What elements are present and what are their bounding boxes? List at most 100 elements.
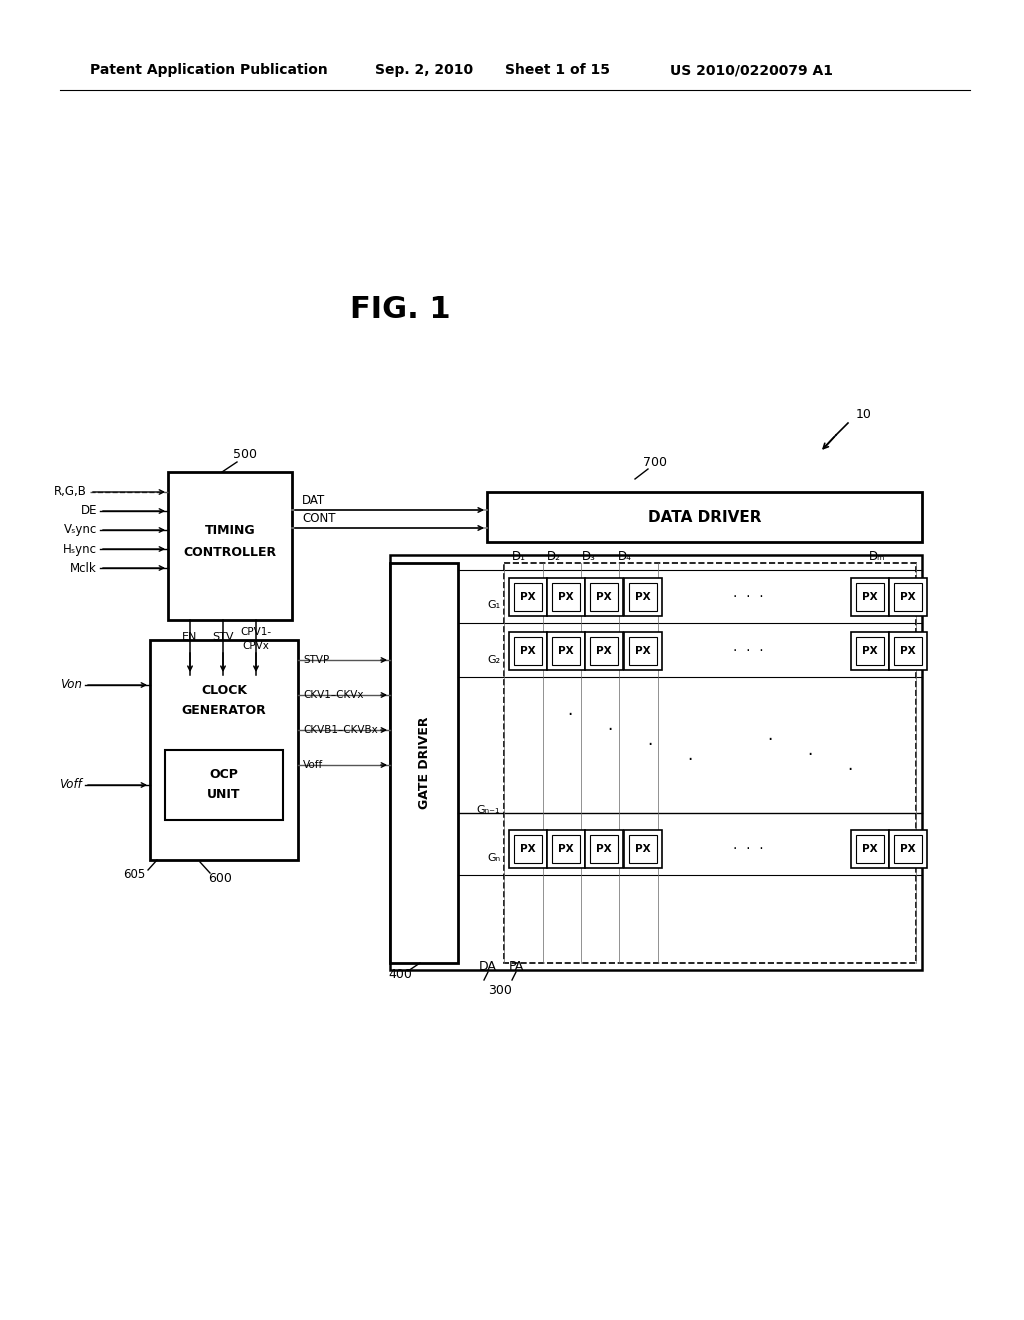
Bar — [514, 836, 542, 863]
Text: PX: PX — [900, 591, 915, 602]
Text: PX: PX — [635, 645, 651, 656]
Text: PX: PX — [558, 591, 573, 602]
Bar — [629, 836, 657, 863]
Text: PX: PX — [635, 591, 651, 602]
Bar — [889, 632, 927, 671]
Text: CPVx: CPVx — [243, 642, 269, 651]
Bar — [514, 583, 542, 611]
Bar — [851, 830, 889, 869]
Text: D₃: D₃ — [582, 549, 596, 562]
Text: · · ·: · · · — [721, 549, 739, 562]
Text: PX: PX — [520, 645, 536, 656]
Text: TIMING: TIMING — [205, 524, 255, 536]
Text: PX: PX — [596, 843, 611, 854]
Text: Hₛync: Hₛync — [63, 543, 97, 556]
Bar — [894, 583, 922, 611]
Bar — [509, 830, 547, 869]
Bar — [547, 578, 585, 616]
Text: DE: DE — [81, 504, 97, 517]
Bar — [552, 836, 580, 863]
Bar — [851, 632, 889, 671]
Bar — [590, 638, 618, 665]
Bar — [624, 632, 662, 671]
Text: Dₘ: Dₘ — [868, 549, 886, 562]
Text: Vₛync: Vₛync — [63, 524, 97, 536]
Text: 500: 500 — [233, 449, 257, 462]
Bar — [624, 578, 662, 616]
Text: D₄: D₄ — [618, 549, 632, 562]
Text: OCP: OCP — [210, 768, 239, 781]
Bar — [552, 583, 580, 611]
Text: Voff: Voff — [59, 779, 82, 792]
Text: Von: Von — [60, 678, 82, 692]
Text: STV: STV — [212, 632, 233, 642]
Text: CONT: CONT — [302, 511, 336, 524]
Text: PX: PX — [596, 645, 611, 656]
Text: DAT: DAT — [302, 494, 326, 507]
Text: CLOCK: CLOCK — [201, 684, 247, 697]
Text: FIG. 1: FIG. 1 — [349, 296, 451, 325]
Bar — [856, 638, 884, 665]
Bar — [624, 830, 662, 869]
Bar — [851, 578, 889, 616]
Bar — [585, 632, 623, 671]
Bar — [590, 583, 618, 611]
Bar — [509, 632, 547, 671]
Text: PX: PX — [596, 591, 611, 602]
Text: UNIT: UNIT — [207, 788, 241, 801]
Bar — [390, 564, 458, 964]
Text: STVP: STVP — [303, 655, 330, 665]
Bar — [487, 492, 922, 543]
Text: CKVB1–CKVBx: CKVB1–CKVBx — [303, 725, 378, 735]
Text: Sep. 2, 2010: Sep. 2, 2010 — [375, 63, 473, 77]
Text: ·: · — [807, 746, 813, 764]
Text: PA: PA — [508, 961, 523, 974]
Text: CONTROLLER: CONTROLLER — [183, 545, 276, 558]
Bar — [504, 564, 916, 964]
Text: 10: 10 — [856, 408, 871, 421]
Text: PX: PX — [558, 843, 573, 854]
Text: Sheet 1 of 15: Sheet 1 of 15 — [505, 63, 610, 77]
Bar — [629, 638, 657, 665]
Text: ·: · — [687, 751, 692, 770]
Text: PX: PX — [558, 645, 573, 656]
Text: ·: · — [848, 762, 853, 779]
Text: DA: DA — [479, 961, 497, 974]
Text: Patent Application Publication: Patent Application Publication — [90, 63, 328, 77]
Bar — [894, 836, 922, 863]
Text: PX: PX — [862, 843, 878, 854]
Text: 300: 300 — [488, 983, 512, 997]
Bar — [889, 578, 927, 616]
Text: US 2010/0220079 A1: US 2010/0220079 A1 — [670, 63, 833, 77]
Text: EN: EN — [182, 632, 198, 642]
Text: Gₙ₋₁: Gₙ₋₁ — [476, 805, 500, 814]
Text: PX: PX — [520, 591, 536, 602]
Text: G₂: G₂ — [486, 655, 500, 665]
Bar — [390, 554, 922, 970]
Text: PX: PX — [635, 843, 651, 854]
Text: GATE DRIVER: GATE DRIVER — [418, 717, 430, 809]
Bar — [585, 830, 623, 869]
Text: 605: 605 — [123, 869, 145, 882]
Bar — [585, 578, 623, 616]
Bar — [165, 750, 283, 820]
Text: ·: · — [647, 737, 652, 754]
Text: CPV1-: CPV1- — [241, 627, 271, 638]
Bar — [856, 836, 884, 863]
Text: ·: · — [767, 731, 773, 748]
Bar — [168, 473, 292, 620]
Text: CKV1–CKVx: CKV1–CKVx — [303, 690, 364, 700]
Bar — [894, 638, 922, 665]
Bar — [509, 578, 547, 616]
Text: Mᴄlk: Mᴄlk — [71, 561, 97, 574]
Bar — [590, 836, 618, 863]
Text: ·  ·  ·: · · · — [733, 842, 763, 855]
Text: PX: PX — [900, 645, 915, 656]
Text: Gₙ: Gₙ — [486, 853, 500, 863]
Text: ·: · — [567, 706, 572, 723]
Text: 700: 700 — [643, 455, 667, 469]
Text: PX: PX — [862, 645, 878, 656]
Bar — [547, 830, 585, 869]
Bar — [552, 638, 580, 665]
Bar — [889, 830, 927, 869]
